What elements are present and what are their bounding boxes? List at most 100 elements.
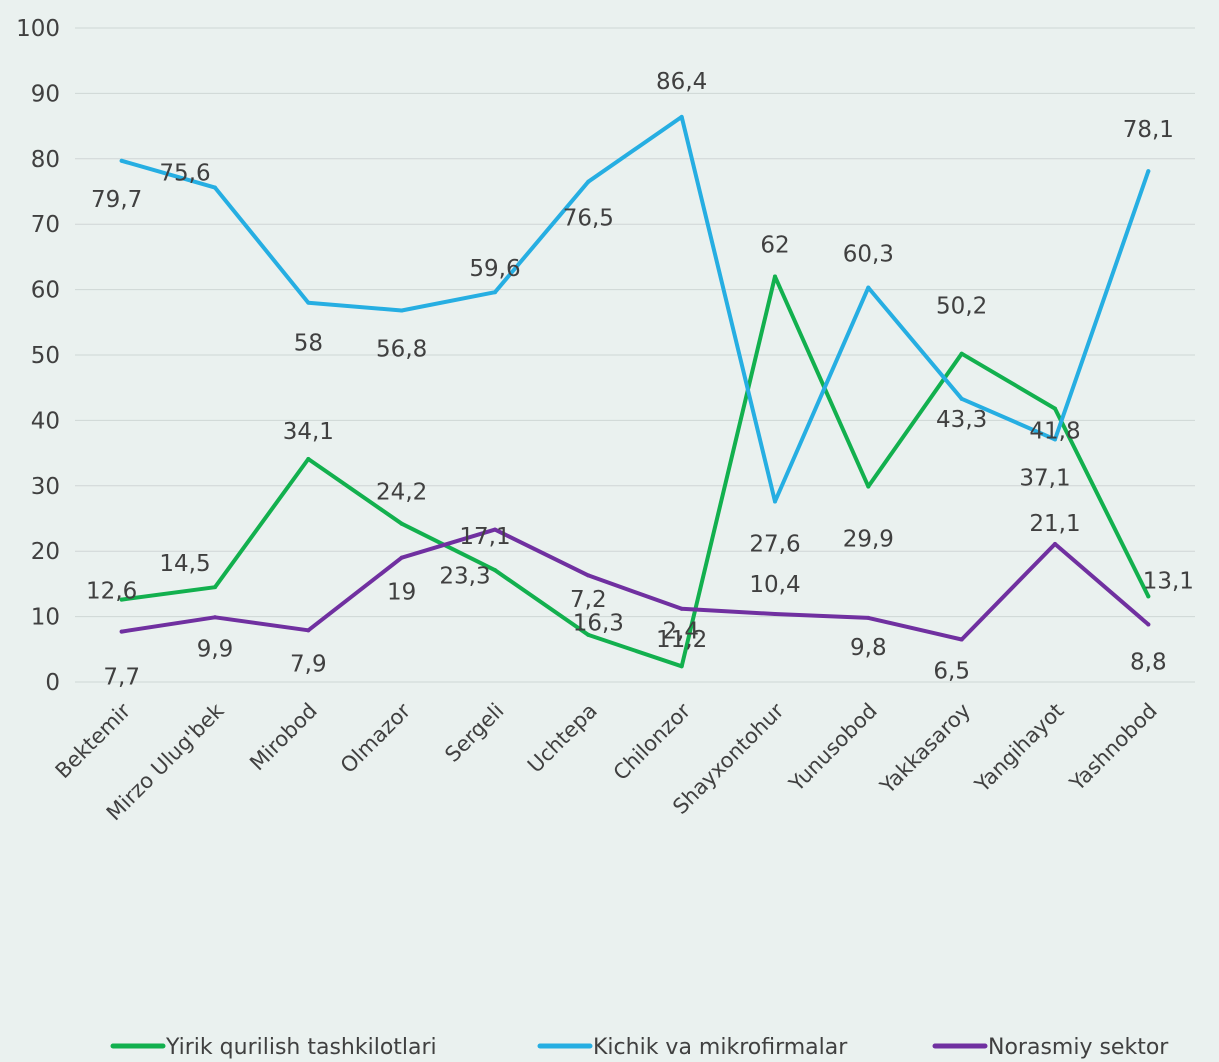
data-point bbox=[866, 484, 871, 489]
data-point bbox=[213, 615, 217, 620]
data-point bbox=[399, 308, 404, 313]
x-category-label: Mirobod bbox=[245, 699, 322, 776]
data-label: 10,4 bbox=[749, 572, 800, 598]
legend-label: Norasmiy sektor bbox=[988, 1035, 1169, 1060]
data-label: 29,9 bbox=[843, 526, 894, 552]
y-axis-ticks: 0 10 20 30 40 50 60 70 80 90 100 bbox=[16, 16, 60, 696]
data-label: 86,4 bbox=[656, 69, 707, 95]
data-point bbox=[959, 396, 964, 401]
data-label: 43,3 bbox=[936, 407, 987, 433]
data-label: 6,5 bbox=[933, 658, 970, 684]
y-tick-label: 30 bbox=[31, 474, 60, 500]
data-label: 76,5 bbox=[563, 206, 614, 232]
data-point bbox=[213, 585, 217, 590]
x-category-label: Yunusobod bbox=[784, 699, 882, 797]
y-tick-label: 20 bbox=[31, 539, 60, 565]
x-category-label: Bektemir bbox=[51, 698, 136, 783]
data-point bbox=[1146, 594, 1151, 599]
y-tick-label: 90 bbox=[31, 81, 60, 107]
data-point bbox=[959, 351, 964, 356]
data-label: 56,8 bbox=[376, 337, 427, 363]
data-label: 7,7 bbox=[103, 665, 140, 691]
x-category-label: Olmazor bbox=[336, 698, 416, 778]
series-line bbox=[119, 274, 1151, 669]
data-label: 75,6 bbox=[159, 161, 210, 187]
y-tick-label: 80 bbox=[31, 147, 60, 173]
data-label: 27,6 bbox=[749, 531, 800, 557]
data-point bbox=[773, 611, 777, 616]
gridlines bbox=[75, 27, 1195, 683]
legend-item: Kichik va mikrofirmalar bbox=[537, 1035, 848, 1060]
y-tick-label: 100 bbox=[16, 16, 60, 42]
data-label: 41,8 bbox=[1029, 419, 1080, 445]
data-labels: 12,6 14,5 34,1 24,2 17,1 7,2 2,4 62 29,9 50,2 41,8… bbox=[86, 69, 1194, 691]
data-label: 16,3 bbox=[573, 610, 624, 636]
data-point bbox=[1053, 437, 1057, 442]
data-label: 17,1 bbox=[459, 524, 510, 550]
data-label: 59,6 bbox=[469, 256, 520, 282]
data-point bbox=[493, 290, 497, 295]
data-point bbox=[586, 632, 591, 637]
x-category-label: Yakkasaroy bbox=[875, 699, 975, 799]
data-point bbox=[586, 573, 591, 578]
data-point bbox=[493, 527, 497, 532]
data-label: 14,5 bbox=[159, 551, 210, 577]
y-tick-label: 40 bbox=[31, 408, 60, 434]
data-point bbox=[399, 555, 404, 560]
legend-item: Yirik qurilish tashkilotlari bbox=[110, 1035, 437, 1060]
data-label: 62 bbox=[760, 233, 789, 259]
y-tick-label: 10 bbox=[31, 605, 60, 631]
data-label: 23,3 bbox=[439, 564, 490, 590]
data-point bbox=[119, 158, 124, 163]
data-point bbox=[306, 628, 311, 633]
data-point bbox=[119, 597, 124, 602]
data-label: 24,2 bbox=[376, 480, 427, 506]
data-label: 58 bbox=[294, 331, 323, 357]
x-category-label: Yangihayot bbox=[970, 699, 1069, 798]
y-tick-label: 70 bbox=[31, 212, 60, 238]
data-point bbox=[866, 285, 871, 290]
data-label: 9,8 bbox=[850, 635, 887, 661]
legend: Yirik qurilish tashkilotlari Kichik va mi… bbox=[110, 1035, 1169, 1060]
data-label: 7,2 bbox=[570, 587, 607, 613]
data-point bbox=[493, 568, 497, 573]
data-label: 34,1 bbox=[283, 419, 334, 445]
data-point bbox=[586, 179, 591, 184]
y-tick-label: 0 bbox=[45, 670, 60, 696]
data-label: 8,8 bbox=[1130, 649, 1167, 675]
data-point bbox=[306, 456, 311, 461]
data-label: 12,6 bbox=[86, 579, 137, 605]
data-label: 2,4 bbox=[662, 618, 699, 644]
data-label: 60,3 bbox=[843, 242, 894, 268]
data-point bbox=[213, 185, 217, 190]
data-point bbox=[679, 114, 684, 119]
x-category-label: Chilonzor bbox=[609, 698, 696, 785]
series-lines bbox=[119, 114, 1151, 669]
data-label: 13,1 bbox=[1143, 568, 1194, 594]
legend-item: Norasmiy sektor bbox=[932, 1035, 1169, 1060]
data-point bbox=[1146, 622, 1151, 627]
data-label: 19 bbox=[387, 580, 416, 606]
legend-label: Yirik qurilish tashkilotlari bbox=[165, 1035, 437, 1060]
data-point bbox=[399, 521, 404, 526]
series-line bbox=[119, 114, 1151, 504]
data-point bbox=[1146, 169, 1151, 174]
y-tick-label: 50 bbox=[31, 343, 60, 369]
data-point bbox=[1053, 406, 1057, 411]
legend-label: Kichik va mikrofirmalar bbox=[593, 1035, 848, 1060]
data-label: 9,9 bbox=[197, 636, 234, 662]
series-line bbox=[119, 527, 1151, 642]
data-point bbox=[773, 499, 777, 504]
data-point bbox=[306, 300, 311, 305]
data-label: 37,1 bbox=[1019, 465, 1070, 491]
data-label: 11,2 bbox=[656, 627, 707, 653]
x-category-label: Sergeli bbox=[440, 699, 508, 767]
data-point bbox=[679, 606, 684, 611]
data-point bbox=[959, 637, 964, 642]
x-category-label: Yashnobod bbox=[1064, 699, 1161, 796]
x-category-label: Uchtepa bbox=[523, 699, 602, 778]
y-tick-label: 60 bbox=[31, 278, 60, 304]
data-label: 21,1 bbox=[1029, 511, 1080, 537]
